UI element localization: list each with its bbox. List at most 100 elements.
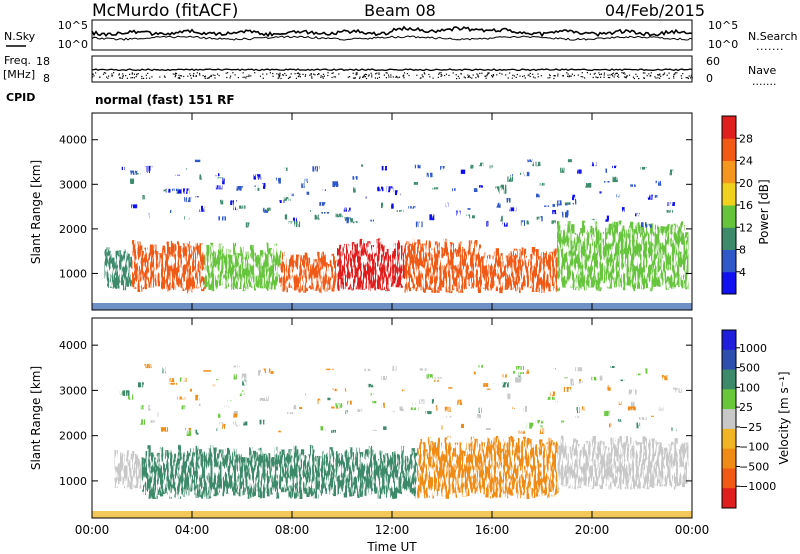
echo-cell — [345, 243, 350, 287]
echo-cell — [415, 221, 423, 228]
nave-point — [632, 76, 634, 78]
echo-cell — [509, 207, 517, 212]
echo-cell — [142, 195, 145, 200]
freq-tick-high: 18 — [36, 55, 50, 68]
nave-point — [248, 74, 250, 76]
echo-cell — [440, 451, 444, 496]
nave-point — [349, 76, 351, 78]
echo-cell — [478, 440, 482, 495]
echo-cell — [412, 401, 416, 405]
nave-point — [452, 72, 454, 74]
nave-point — [356, 72, 358, 74]
echo-cell — [637, 222, 641, 290]
echo-cell — [160, 427, 169, 432]
echo-cell — [331, 450, 335, 491]
colorbar-segment — [722, 205, 736, 228]
echo-cell — [496, 202, 501, 208]
echo-cell — [156, 255, 161, 287]
echo-cell — [198, 174, 202, 180]
nave-point — [586, 72, 588, 74]
echo-cell — [125, 450, 129, 488]
echo-cell — [165, 241, 169, 292]
nave-point — [175, 73, 178, 75]
nave-point — [358, 77, 361, 79]
nave-point — [529, 75, 531, 78]
echo-cell — [526, 422, 534, 429]
nave-point — [428, 73, 430, 76]
echo-cell — [284, 266, 289, 293]
echo-cell — [532, 164, 541, 166]
echo-cell — [499, 253, 503, 294]
echo-cell — [128, 262, 132, 287]
echo-cell — [388, 248, 392, 284]
echo-cell — [204, 247, 208, 288]
echo-cell — [492, 255, 496, 287]
echo-cell — [301, 259, 305, 291]
echo-cell — [281, 251, 285, 292]
echo-cell — [551, 220, 558, 225]
echo-cell — [281, 449, 285, 492]
echo-cell — [456, 446, 460, 493]
echo-cell — [270, 251, 274, 290]
nave-point — [437, 76, 439, 78]
echo-cell — [647, 438, 652, 488]
echo-cell — [569, 449, 573, 487]
nave-point — [492, 74, 494, 76]
echo-cell — [167, 247, 171, 291]
echo-cell — [270, 371, 274, 374]
echo-cell — [329, 259, 334, 288]
nave-point — [126, 77, 128, 79]
echo-cell — [646, 447, 650, 490]
echo-cell — [194, 429, 199, 435]
echo-cell — [188, 253, 192, 289]
echo-cell — [535, 448, 539, 497]
nave-point — [534, 77, 536, 79]
echo-cell — [400, 250, 405, 288]
echo-cell — [177, 444, 181, 499]
echo-cell — [150, 452, 155, 499]
echo-cell — [518, 430, 525, 434]
nave-point — [600, 76, 602, 78]
nave-point — [408, 74, 410, 77]
echo-cell — [414, 164, 421, 169]
echo-cell — [440, 166, 445, 170]
echo-cell — [624, 436, 628, 489]
echo-cell — [426, 450, 430, 497]
echo-cell — [320, 457, 324, 496]
echo-cell — [367, 383, 375, 388]
nave-point — [646, 75, 648, 77]
echo-cell — [495, 248, 499, 292]
echo-cell — [250, 451, 255, 497]
nave-point — [505, 74, 507, 76]
echo-cell — [390, 411, 396, 413]
nave-point — [103, 72, 105, 74]
echo-cell — [633, 440, 637, 487]
nave-point — [540, 75, 542, 77]
echo-cell — [513, 445, 518, 494]
nave-point — [133, 77, 135, 79]
echo-cell — [353, 244, 357, 289]
nave-point — [177, 77, 179, 79]
echo-cell — [299, 453, 303, 499]
nave-point — [397, 77, 399, 79]
echo-cell — [225, 447, 230, 494]
echo-cell — [603, 234, 607, 284]
echo-cell — [352, 221, 358, 224]
echo-cell — [402, 248, 406, 286]
nave-point — [469, 76, 471, 79]
echo-cell — [604, 219, 609, 222]
nave-tick-low: 0 — [706, 72, 713, 85]
nave-point — [354, 77, 356, 79]
nave-point — [175, 75, 177, 77]
echo-cell — [454, 252, 458, 287]
echo-cell — [479, 256, 483, 288]
echo-cell — [531, 247, 536, 292]
nave-point — [626, 75, 628, 77]
nave-point — [298, 75, 300, 77]
echo-cell — [287, 412, 295, 415]
nave-point — [527, 74, 529, 76]
echo-cell — [142, 457, 146, 492]
echo-cell — [673, 387, 677, 390]
date-title: 04/Feb/2015 — [605, 1, 705, 20]
colorbar-tick-label: −500 — [739, 460, 769, 473]
